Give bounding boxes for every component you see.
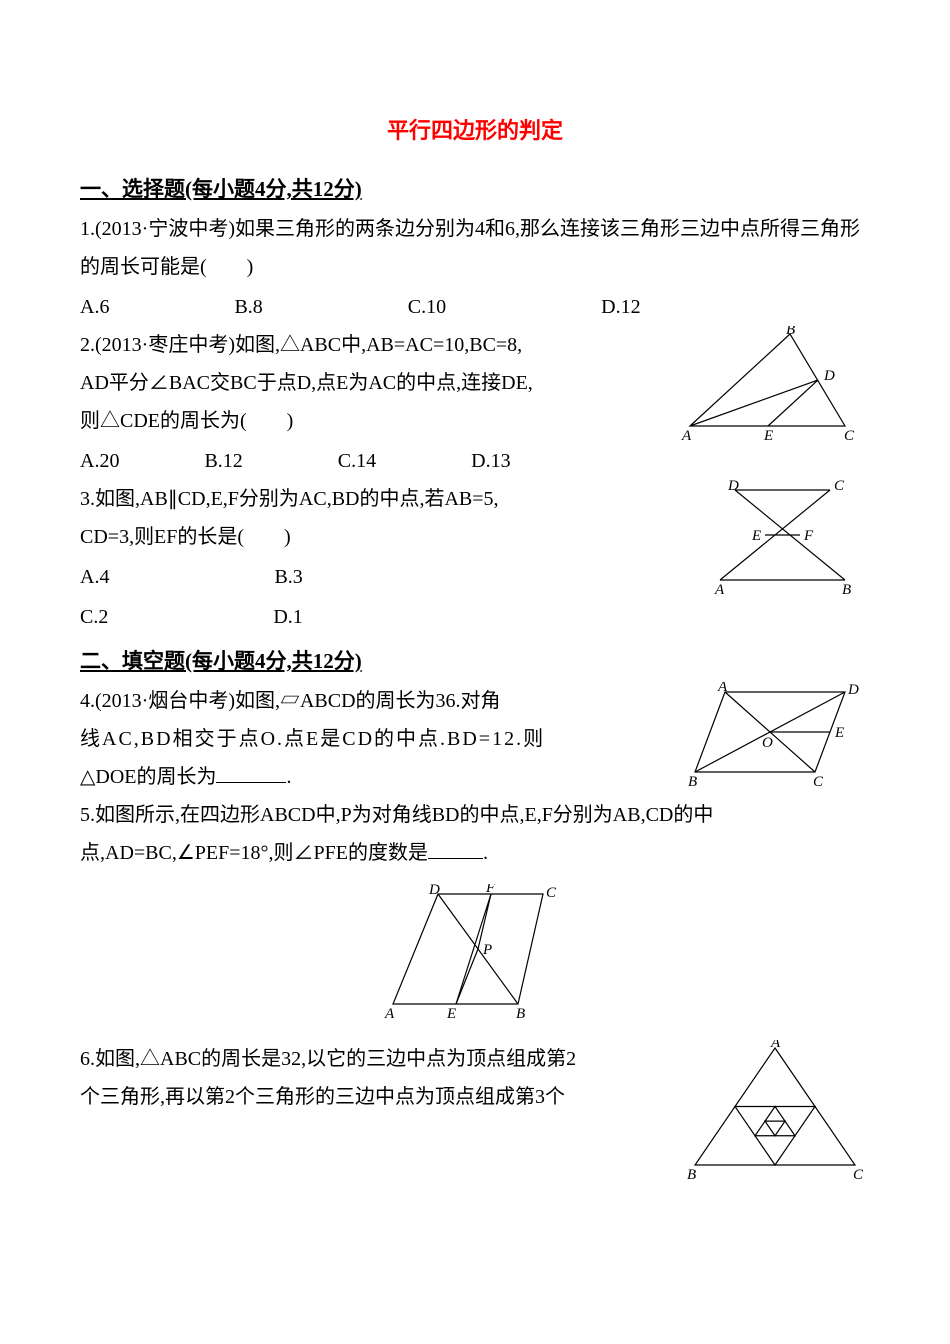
- q6-label-B: B: [687, 1167, 696, 1183]
- q5-label-B: B: [516, 1006, 525, 1022]
- q2-line1: 2.(2013·枣庄中考)如图,△ABC中,AB=AC=10,BC=8,: [80, 326, 670, 364]
- q1-opt-a: A.6: [80, 288, 109, 326]
- q3-opt-c: C.2: [80, 598, 108, 636]
- section-header-1: 一、选择题(每小题4分,共12分): [80, 170, 870, 210]
- q4-line2: 线AC,BD相交于点O.点E是CD的中点.BD=12.则: [80, 720, 675, 758]
- q3-line2: CD=3,则EF的长是( ): [80, 518, 700, 556]
- question-1: 1.(2013·宁波中考)如果三角形的两条边分别为4和6,那么连接该三角形三边中…: [80, 210, 870, 326]
- q6-label-C: C: [853, 1167, 864, 1183]
- q6-line1: 6.如图,△ABC的周长是32,以它的三边中点为顶点组成第2: [80, 1040, 675, 1078]
- q3-opt-a: A.4: [80, 558, 109, 596]
- question-6: 6.如图,△ABC的周长是32,以它的三边中点为顶点组成第2 个三角形,再以第2…: [80, 1040, 870, 1185]
- q5-label-F: F: [485, 884, 496, 896]
- q4-label-D: D: [847, 682, 859, 698]
- q1-opt-c: C.10: [408, 288, 446, 326]
- q1-opt-d: D.12: [601, 288, 640, 326]
- question-3: 3.如图,AB∥CD,E,F分别为AC,BD的中点,若AB=5, CD=3,则E…: [80, 480, 870, 636]
- q4-figure: A D E O B C: [685, 682, 870, 792]
- q3-opt-b: B.3: [274, 558, 302, 596]
- q1-options: A.6 B.8 C.10 D.12: [80, 288, 870, 326]
- q2-label-C: C: [844, 428, 855, 444]
- q3-figure: D C E F A B: [710, 480, 870, 600]
- q6-figure: A B C: [685, 1040, 870, 1185]
- q4-line3-post: .: [286, 766, 291, 788]
- q1-opt-b: B.8: [234, 288, 262, 326]
- q2-label-B: B: [786, 326, 795, 338]
- q4-label-C: C: [813, 774, 824, 790]
- q2-line2: AD平分∠BAC交BC于点D,点E为AC的中点,连接DE,: [80, 364, 670, 402]
- q4-label-E: E: [834, 725, 844, 741]
- q5-label-P: P: [482, 942, 492, 958]
- q4-label-A: A: [717, 682, 728, 695]
- q5-line2: 点,AD=BC,∠PEF=18°,则∠PFE的度数是.: [80, 834, 870, 872]
- q5-line1: 5.如图所示,在四边形ABCD中,P为对角线BD的中点,E,F分别为AB,CD的…: [80, 796, 870, 834]
- q5-label-E: E: [446, 1006, 456, 1022]
- page-title: 平行四边形的判定: [80, 110, 870, 152]
- q2-opt-c: C.14: [338, 442, 376, 480]
- q5-label-D: D: [428, 884, 440, 898]
- q5-figure: D F C P A E B: [80, 884, 870, 1024]
- q3-options-row1: A.4 B.3: [80, 558, 700, 596]
- q4-line3: △DOE的周长为.: [80, 758, 675, 796]
- q5-blank: [428, 838, 483, 859]
- q4-label-O: O: [762, 735, 773, 751]
- q2-label-D: D: [823, 368, 835, 384]
- q3-label-E: E: [751, 528, 761, 544]
- q2-opt-d: D.13: [471, 442, 510, 480]
- q3-opt-d: D.1: [273, 598, 302, 636]
- q4-label-B: B: [688, 774, 697, 790]
- q2-line3: 则△CDE的周长为( ): [80, 402, 670, 440]
- q3-label-A: A: [714, 582, 725, 598]
- q2-opt-a: A.20: [80, 442, 119, 480]
- q2-figure: B D A E C: [680, 326, 870, 446]
- q3-label-D: D: [727, 480, 739, 494]
- q3-options-row2: C.2 D.1: [80, 598, 700, 636]
- q5-label-C: C: [546, 885, 557, 901]
- q2-label-E: E: [763, 428, 773, 444]
- q3-line1: 3.如图,AB∥CD,E,F分别为AC,BD的中点,若AB=5,: [80, 480, 700, 518]
- q1-text: 1.(2013·宁波中考)如果三角形的两条边分别为4和6,那么连接该三角形三边中…: [80, 210, 870, 286]
- q2-options: A.20 B.12 C.14 D.13: [80, 442, 670, 480]
- question-5: 5.如图所示,在四边形ABCD中,P为对角线BD的中点,E,F分别为AB,CD的…: [80, 796, 870, 1024]
- q6-label-A: A: [770, 1040, 781, 1051]
- q4-blank: [216, 762, 286, 783]
- question-2: 2.(2013·枣庄中考)如图,△ABC中,AB=AC=10,BC=8, AD平…: [80, 326, 870, 480]
- q3-label-C: C: [834, 480, 845, 494]
- q3-label-F: F: [803, 528, 814, 544]
- q5-label-A: A: [384, 1006, 395, 1022]
- section-header-2: 二、填空题(每小题4分,共12分): [80, 642, 870, 682]
- q2-opt-b: B.12: [204, 442, 242, 480]
- q6-line2: 个三角形,再以第2个三角形的三边中点为顶点组成第3个: [80, 1078, 675, 1116]
- question-4: 4.(2013·烟台中考)如图,▱ABCD的周长为36.对角 线AC,BD相交于…: [80, 682, 870, 796]
- document-page: 平行四边形的判定 一、选择题(每小题4分,共12分) 1.(2013·宁波中考)…: [0, 0, 950, 1245]
- q4-line3-pre: △DOE的周长为: [80, 766, 216, 788]
- q3-label-B: B: [842, 582, 851, 598]
- q5-line2-pre: 点,AD=BC,∠PEF=18°,则∠PFE的度数是: [80, 842, 428, 864]
- q2-label-A: A: [681, 428, 692, 444]
- q4-line1: 4.(2013·烟台中考)如图,▱ABCD的周长为36.对角: [80, 682, 675, 720]
- q5-line2-post: .: [483, 842, 488, 864]
